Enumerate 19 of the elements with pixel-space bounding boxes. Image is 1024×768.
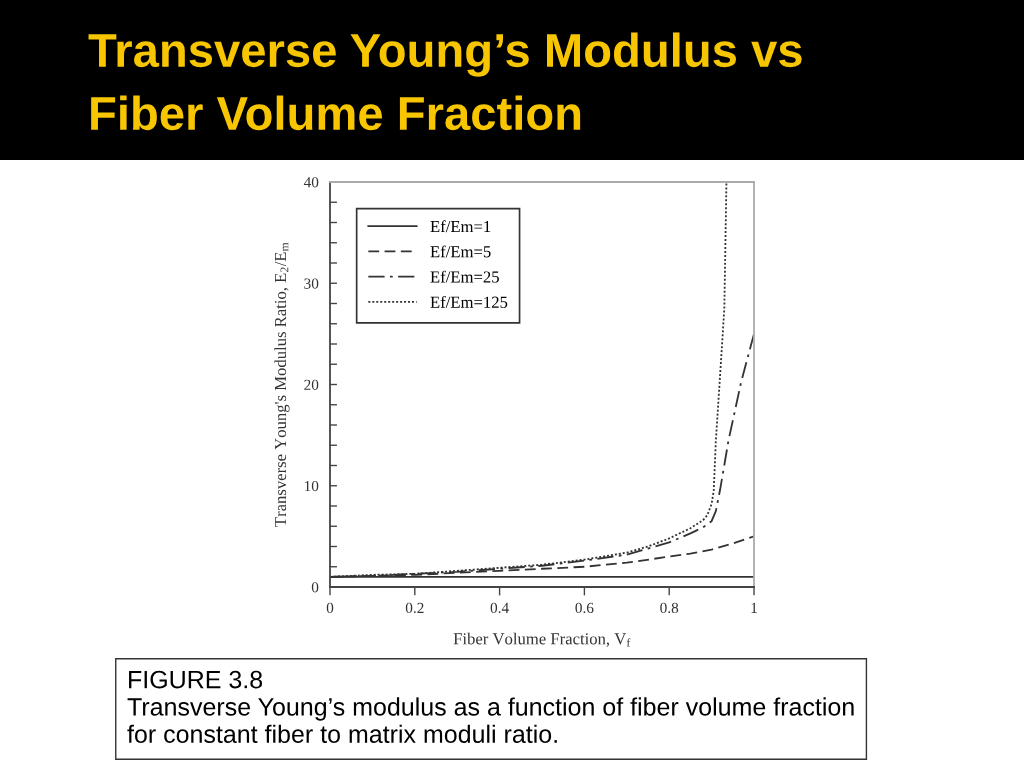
x-tick-label: 0.4	[490, 602, 509, 614]
legend-label: Ef/Em=25	[430, 270, 499, 283]
y-axis-title: Transverse Young's Modulus Ratio, E$_{2}$/E$_{m}$	[274, 242, 290, 527]
legend-label: Ef/Em=125	[430, 295, 508, 308]
x-axis-title: Fiber Volume Fraction, V$_{f}$	[453, 632, 631, 647]
x-tick-label: 1	[751, 602, 757, 613]
x-tick-label: 0	[326, 602, 334, 614]
y-tick-label: 20	[304, 379, 319, 390]
x-tick-label: 0.8	[660, 602, 679, 614]
y-tick-label: 40	[303, 177, 319, 188]
legend-label: Ef/Em=1	[430, 220, 491, 233]
x-tick-label: 0.6	[575, 602, 594, 614]
chart-title: Transverse Young’s Modulus vs Fiber Volume Fraction	[88, 32, 802, 131]
y-tick-label: 10	[304, 480, 319, 492]
y-tick-label: 0	[311, 582, 319, 593]
legend-label: Ef/Em=5	[430, 245, 491, 258]
caption: FIGURE 3.8 Transverse Young’s modulus as a function of fiber volume fraction for constant fiber to matrix moduli ratio.	[127, 670, 854, 743]
x-tick-label: 0.2	[405, 602, 424, 614]
y-tick-label: 30	[304, 278, 319, 289]
